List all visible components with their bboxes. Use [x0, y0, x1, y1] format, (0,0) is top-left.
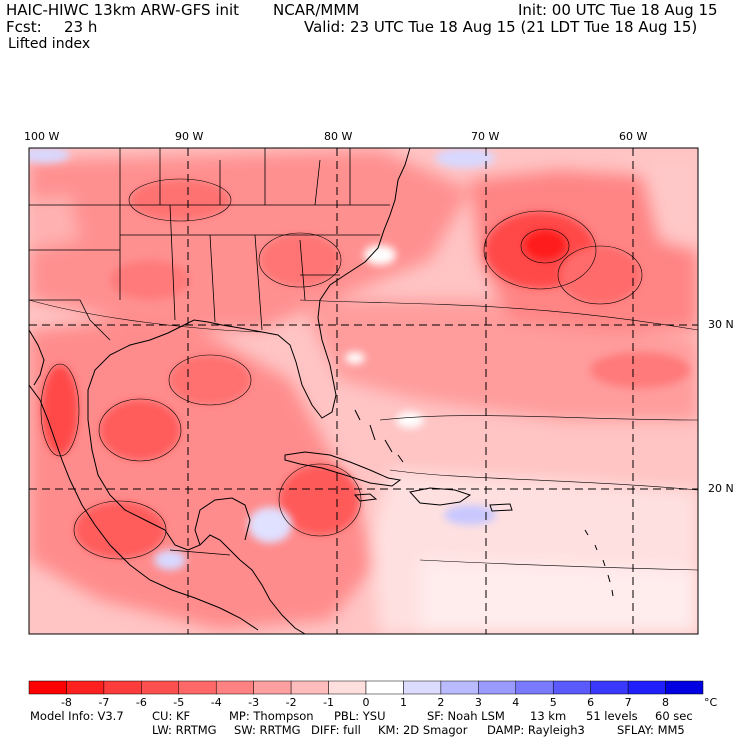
lon-label-100w: 100 W [24, 130, 60, 143]
forecast-hour: 23 h [64, 18, 98, 36]
contour-lines [29, 178, 698, 571]
field-strong-cores [42, 180, 690, 558]
lat-lon-grid [29, 148, 698, 634]
valid-time: Valid: 23 UTC Tue 18 Aug 15 (21 LDT Tue … [304, 18, 698, 36]
lon-label-80w: 80 W [324, 130, 353, 143]
organization-label: NCAR/MMM [273, 1, 360, 19]
model-info-item: MP: Thompson [229, 709, 314, 723]
coastlines [29, 148, 614, 634]
model-info-item: Model Info: V3.7 [30, 709, 124, 723]
field-stable-areas [29, 148, 496, 570]
model-info-item: CU: KF [152, 709, 191, 723]
init-time: Init: 00 UTC Tue 18 Aug 15 [518, 1, 718, 19]
model-info-item: PBL: YSU [334, 709, 386, 723]
model-info-item: SF: Noah LSM [427, 709, 505, 723]
forecast-label: Fcst: [6, 18, 42, 36]
model-info-item: 51 levels [586, 709, 638, 723]
model-info-item: SFLAY: MM5 [617, 723, 685, 737]
model-info-item: 60 sec [655, 709, 693, 723]
lon-label-90w: 90 W [175, 130, 204, 143]
model-info-item: 13 km [530, 709, 567, 723]
map-frame [28, 147, 699, 635]
model-info-item: KM: 2D Smagor [378, 723, 468, 737]
lat-label-20n: 20 N [708, 482, 734, 495]
lon-label-70w: 70 W [471, 130, 500, 143]
model-info-item: SW: RRTMG [234, 723, 301, 737]
model-info-item: DAMP: Rayleigh3 [487, 723, 585, 737]
lon-label-60w: 60 W [619, 130, 648, 143]
model-title: HAIC-HIWC 13km ARW-GFS init [6, 1, 240, 19]
lat-label-30n: 30 N [708, 318, 734, 331]
state-borders [29, 148, 390, 556]
model-info-item: DIFF: full [311, 723, 361, 737]
field-name: Lifted index [8, 36, 91, 52]
model-info-item: LW: RRTMG [152, 723, 217, 737]
